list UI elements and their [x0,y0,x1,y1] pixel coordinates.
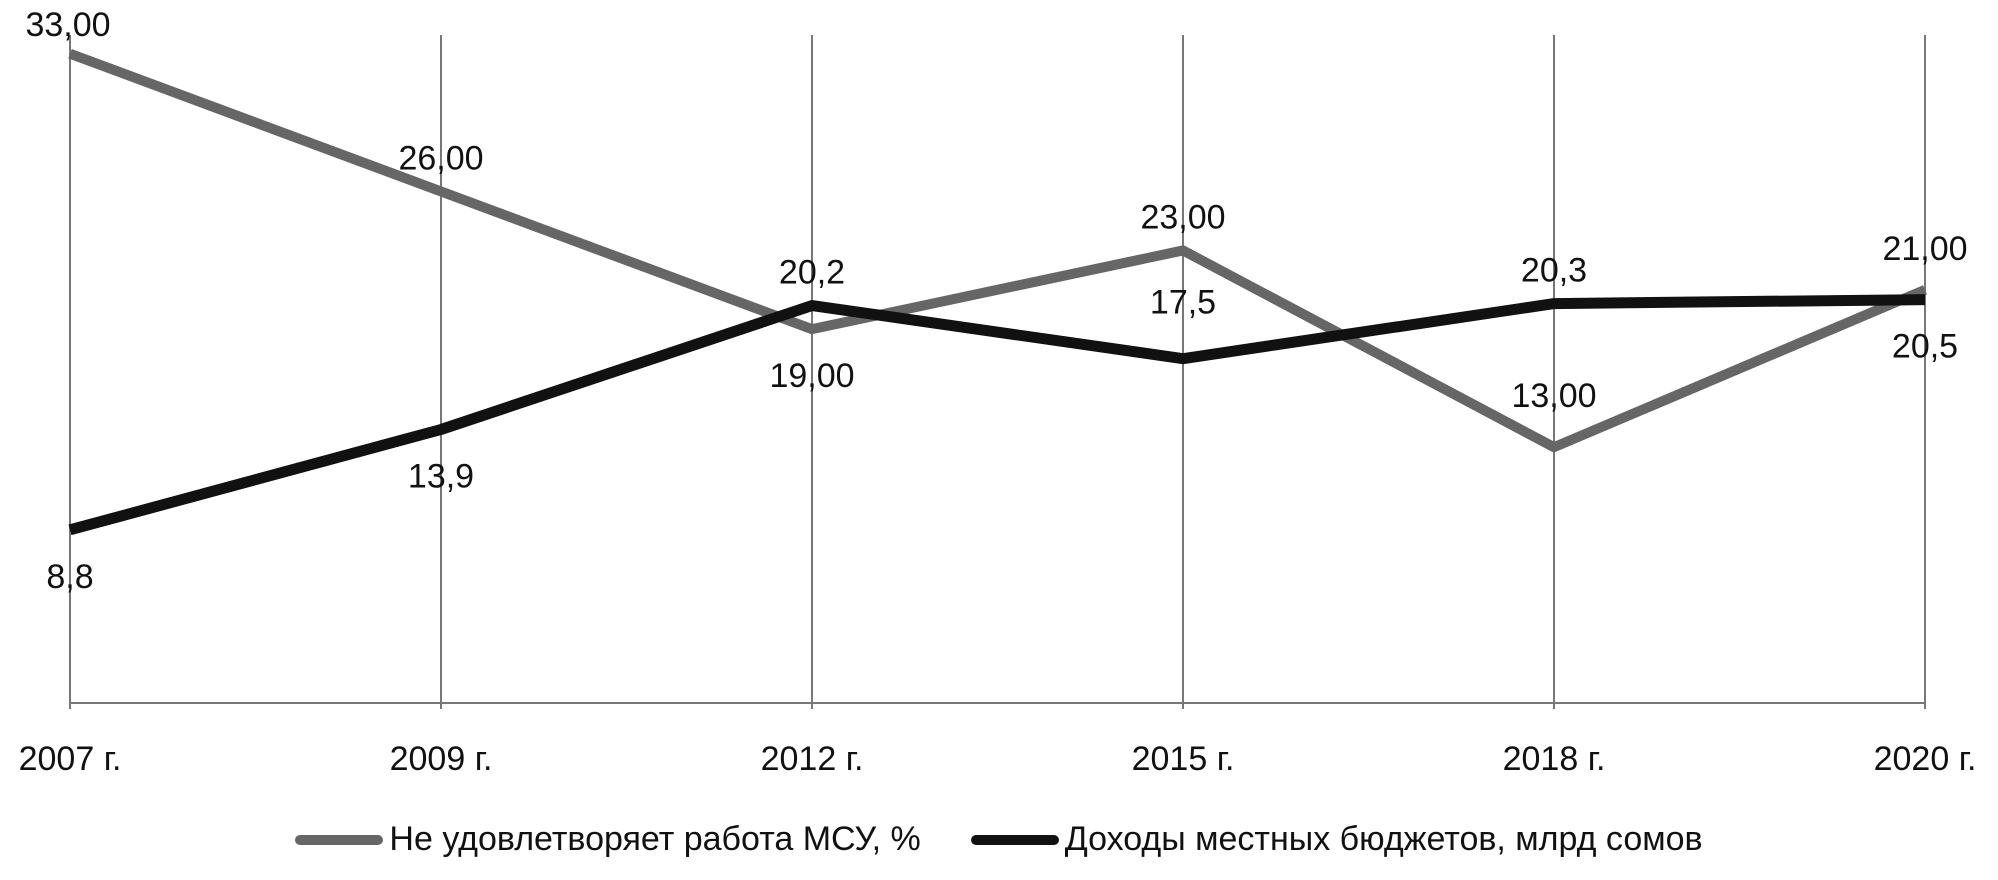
legend-item-msu: Не удовлетворяет работа МСУ, % [295,820,921,859]
data-label-msu: 26,00 [398,139,483,177]
series-line-msu [68,48,1927,453]
legend-swatch-msu [295,834,384,845]
data-label-budget: 20,2 [779,254,845,292]
legend-item-budget: Доходы местных бюджетов, млрд сомов [970,820,1703,859]
x-tick-label: 2007 г. [19,740,122,778]
data-label-msu: 23,00 [1140,198,1225,236]
data-label-budget: 8,8 [46,558,93,596]
x-tick-label: 2020 г. [1874,740,1977,778]
data-label-budget: 17,5 [1150,284,1216,322]
vertical-gridlines [69,35,1926,709]
data-label-budget: 20,3 [1521,252,1587,290]
data-label-msu: 19,00 [769,357,854,395]
legend-label-budget: Доходы местных бюджетов, млрд сомов [1064,820,1703,858]
x-tick-label: 2009 г. [390,740,493,778]
x-tick-labels: 2007 г. 2009 г. 2012 г. 2015 г. 2018 г. 2020 … [19,740,1977,778]
legend: Не удовлетворяет работа МСУ, % Доходы ме… [0,820,1998,859]
data-label-budget: 13,9 [408,457,474,495]
data-label-msu: 13,00 [1511,377,1596,415]
x-tick-label: 2015 г. [1132,740,1235,778]
data-labels: 33,00 26,00 19,00 23,00 13,00 21,00 8,8 13,9 20,… [25,6,1967,596]
legend-label-msu: Не удовлетворяет работа МСУ, % [389,820,921,858]
x-tick-label: 2012 г. [761,740,864,778]
data-label-budget: 20,5 [1892,328,1958,366]
data-label-msu: 33,00 [25,6,110,44]
legend-swatch-budget [970,834,1059,845]
x-tick-label: 2018 г. [1503,740,1606,778]
data-label-msu: 21,00 [1882,230,1967,268]
series-line-budget [68,294,1926,536]
series-lines [68,48,1927,536]
